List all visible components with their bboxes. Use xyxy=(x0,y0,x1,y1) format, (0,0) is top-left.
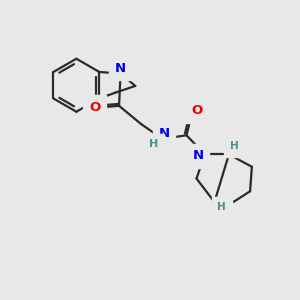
Text: H: H xyxy=(217,202,226,212)
Text: N: N xyxy=(193,149,204,162)
Text: O: O xyxy=(191,104,203,117)
Text: N: N xyxy=(158,127,169,140)
Text: H: H xyxy=(149,139,159,149)
Text: N: N xyxy=(115,61,126,75)
Text: O: O xyxy=(89,101,100,114)
Text: H: H xyxy=(230,141,239,151)
